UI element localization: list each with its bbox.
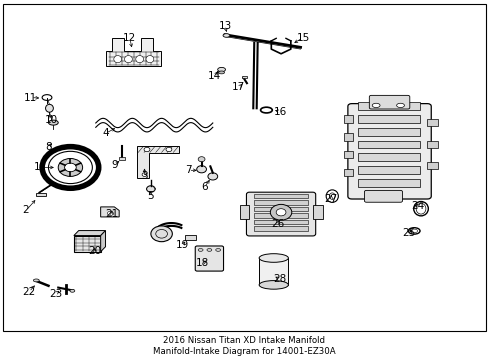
Text: 28: 28 [273,274,286,284]
Circle shape [48,151,92,184]
Text: 3: 3 [141,171,147,181]
FancyBboxPatch shape [368,95,409,109]
Bar [344,169,352,176]
Bar [254,207,307,211]
Bar [312,205,322,220]
Circle shape [144,147,150,152]
Bar [74,235,101,252]
Text: 15: 15 [296,33,309,42]
Text: 21: 21 [105,209,118,219]
Text: 2: 2 [22,206,29,216]
Bar [241,76,247,78]
Text: 22: 22 [22,287,36,297]
Ellipse shape [206,248,211,251]
Polygon shape [101,207,119,217]
Bar [357,153,419,161]
Text: 4: 4 [102,129,109,138]
Circle shape [207,173,217,180]
Ellipse shape [223,34,229,37]
Circle shape [151,226,172,242]
Text: 8: 8 [45,141,52,152]
Text: 13: 13 [218,21,231,31]
Polygon shape [105,38,160,66]
Ellipse shape [259,254,288,262]
Circle shape [142,173,147,176]
Circle shape [276,209,285,216]
Circle shape [146,186,155,192]
Bar [357,140,419,148]
Circle shape [107,211,113,216]
Bar [184,234,195,240]
FancyBboxPatch shape [195,246,223,271]
FancyBboxPatch shape [347,104,430,199]
Text: 20: 20 [88,246,101,256]
Polygon shape [137,146,178,178]
Bar [254,226,307,230]
Text: 1: 1 [34,162,41,172]
Text: 17: 17 [231,82,245,93]
Bar [119,157,124,160]
Text: 9: 9 [111,159,118,170]
Text: 27: 27 [324,194,337,204]
Text: 6: 6 [201,182,207,192]
Text: 2016 Nissan Titan XD Intake Manifold
Manifold-Intake Diagram for 14001-EZ30A: 2016 Nissan Titan XD Intake Manifold Man… [153,336,335,356]
Ellipse shape [215,248,220,251]
Ellipse shape [33,279,39,282]
Bar [254,201,307,205]
Bar [36,193,46,196]
Ellipse shape [259,280,288,289]
Ellipse shape [124,55,132,63]
Polygon shape [101,230,105,252]
Ellipse shape [198,248,203,251]
Ellipse shape [45,104,53,112]
Bar [239,205,249,220]
Bar [259,258,288,285]
Bar [427,140,437,148]
Circle shape [198,157,204,162]
Bar [254,213,307,218]
Circle shape [270,204,291,220]
Text: 24: 24 [410,201,424,211]
Bar [344,134,352,140]
Circle shape [196,166,206,173]
Circle shape [64,163,76,172]
Text: 23: 23 [49,289,62,299]
Bar [427,119,437,126]
Bar [357,179,419,187]
Text: 11: 11 [24,93,38,103]
Ellipse shape [70,289,75,292]
Bar [357,102,419,110]
Polygon shape [74,230,105,235]
FancyBboxPatch shape [246,192,315,236]
Text: 25: 25 [402,228,415,238]
Text: 16: 16 [273,107,286,117]
Bar [344,116,352,123]
Text: 5: 5 [147,191,153,201]
FancyBboxPatch shape [364,190,402,202]
Text: 14: 14 [207,71,221,81]
Text: 18: 18 [195,258,208,268]
Ellipse shape [146,55,154,63]
Ellipse shape [396,103,404,108]
Ellipse shape [136,55,143,63]
Ellipse shape [114,55,122,63]
Text: 10: 10 [44,115,58,125]
Circle shape [165,147,171,152]
Ellipse shape [48,120,58,125]
Bar [254,194,307,198]
Ellipse shape [217,67,225,72]
Ellipse shape [371,103,379,108]
Bar [254,220,307,224]
Circle shape [58,158,82,176]
Bar [357,166,419,174]
Text: 19: 19 [176,240,189,250]
Ellipse shape [218,71,224,74]
Bar [357,115,419,123]
Text: 7: 7 [185,165,191,175]
Text: 26: 26 [270,219,284,229]
Text: 12: 12 [123,33,136,43]
Bar [357,128,419,135]
Bar [344,151,352,158]
Bar [427,162,437,169]
